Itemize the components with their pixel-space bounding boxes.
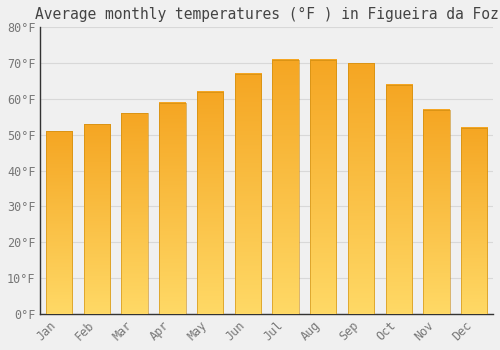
Title: Average monthly temperatures (°F ) in Figueira da Foz: Average monthly temperatures (°F ) in Fi… <box>35 7 498 22</box>
